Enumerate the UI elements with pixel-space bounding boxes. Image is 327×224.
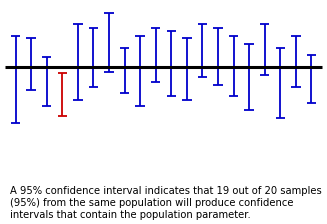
Text: A 95% confidence interval indicates that 19 out of 20 samples
(95%) from the sam: A 95% confidence interval indicates that… — [10, 186, 321, 220]
